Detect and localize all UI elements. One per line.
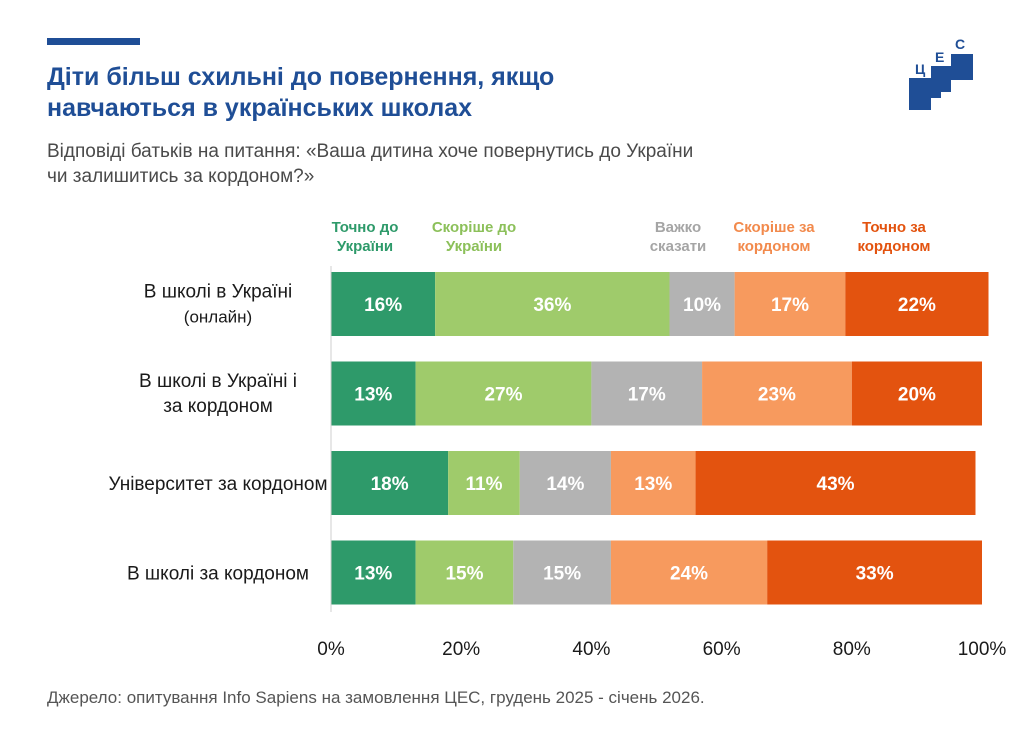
bar-segment bbox=[519, 451, 611, 515]
title-line-2: навчаються в українських школах bbox=[47, 94, 473, 122]
data-label: 13% bbox=[634, 474, 672, 495]
category-label-line: В школі в Україні bbox=[144, 282, 292, 303]
bar-segment bbox=[415, 361, 592, 426]
legend-item-line: Точно до bbox=[332, 219, 399, 236]
category-label-line: (онлайн) bbox=[184, 308, 252, 327]
bar-segment bbox=[669, 272, 735, 336]
legend-item-line: Скоріше до bbox=[432, 219, 516, 236]
title-line-1: Діти більш схильні до повернення, якщо bbox=[47, 63, 555, 91]
logo-letter: С bbox=[955, 36, 965, 52]
bar-segment bbox=[415, 540, 514, 605]
data-label: 14% bbox=[546, 474, 584, 495]
legend-item-line: Важко bbox=[655, 219, 701, 236]
category-label: В школі за кордоном bbox=[127, 564, 309, 585]
ces-logo: Ц Е С bbox=[909, 36, 973, 110]
data-label: 18% bbox=[371, 474, 409, 495]
source-note: Джерело: опитування Info Sapiens на замо… bbox=[47, 688, 705, 707]
logo-letter: Е bbox=[935, 49, 944, 65]
bar-segment bbox=[610, 451, 696, 515]
data-label: 27% bbox=[484, 385, 522, 406]
category-label: В школі в Україні і за кордоном bbox=[139, 371, 297, 417]
subtitle-line-1: Відповіді батьків на питання: «Ваша дити… bbox=[47, 141, 694, 162]
logo-letter: Ц bbox=[915, 61, 926, 77]
accent-bar bbox=[47, 38, 140, 45]
legend-item-line: Точно за bbox=[862, 219, 926, 236]
data-label: 36% bbox=[533, 295, 571, 316]
bar-segment bbox=[845, 272, 989, 336]
data-label: 24% bbox=[670, 564, 708, 585]
bar-segment bbox=[448, 451, 520, 515]
bar-segment bbox=[331, 361, 416, 426]
data-label: 22% bbox=[898, 295, 936, 316]
legend-item-line: Скоріше за bbox=[733, 219, 815, 236]
x-tick-label: 60% bbox=[703, 639, 741, 660]
data-label: 23% bbox=[758, 385, 796, 406]
category-label-line: за кордоном bbox=[163, 396, 273, 417]
bar-segment bbox=[702, 361, 852, 426]
data-label: 11% bbox=[465, 474, 502, 495]
bar-segment bbox=[591, 361, 703, 426]
legend-item: Точно за кордоном bbox=[857, 219, 930, 255]
bar-segment bbox=[610, 540, 768, 605]
x-tick-label: 0% bbox=[317, 639, 345, 660]
bar-segment bbox=[767, 540, 982, 605]
category-label-line: В школі в Україні і bbox=[139, 371, 297, 392]
legend-item: Точно до України bbox=[332, 219, 399, 255]
x-tick-label: 40% bbox=[572, 639, 610, 660]
legend-item: Скоріше за кордоном bbox=[733, 219, 815, 255]
data-label: 17% bbox=[628, 385, 666, 406]
legend-item-line: України bbox=[337, 238, 393, 255]
data-label: 10% bbox=[683, 295, 721, 316]
data-label: 17% bbox=[771, 295, 809, 316]
bar-segment bbox=[435, 272, 670, 336]
bar-segment bbox=[734, 272, 846, 336]
stacked-bar-chart: 16% 36% 10% 17% 22% В школі в Україні (онлайн)… bbox=[108, 219, 1007, 660]
x-tick-label: 20% bbox=[442, 639, 480, 660]
data-label: 13% bbox=[354, 385, 392, 406]
chart-title: Діти більш схильні до повернення, якщо н… bbox=[47, 62, 807, 124]
data-label: 15% bbox=[445, 564, 483, 585]
legend-item-line: кордоном bbox=[857, 238, 930, 255]
legend-item-line: кордоном bbox=[737, 238, 810, 255]
bar-segment bbox=[331, 272, 436, 336]
bar-segment bbox=[695, 451, 976, 515]
x-tick-label: 100% bbox=[958, 639, 1007, 660]
legend-item: Скоріше до України bbox=[432, 219, 516, 255]
data-label: 20% bbox=[898, 385, 936, 406]
bar-segment bbox=[513, 540, 611, 605]
data-label: 15% bbox=[543, 564, 581, 585]
legend-item-line: сказати bbox=[650, 238, 707, 255]
legend-item-line: України bbox=[446, 238, 502, 255]
data-label: 16% bbox=[364, 295, 402, 316]
data-label: 43% bbox=[817, 474, 855, 495]
category-label: В школі в Україні (онлайн) bbox=[144, 282, 292, 327]
data-label: 33% bbox=[856, 564, 894, 585]
bar-segment bbox=[331, 451, 449, 515]
bar-segment bbox=[331, 540, 416, 605]
bar-segment bbox=[851, 361, 982, 426]
subtitle-line-2: чи залишитись за кордоном?» bbox=[47, 166, 315, 187]
chart-subtitle: Відповіді батьків на питання: «Ваша дити… bbox=[47, 139, 877, 189]
category-label: Університет за кордоном bbox=[108, 474, 327, 495]
x-tick-label: 80% bbox=[833, 639, 871, 660]
data-label: 13% bbox=[354, 564, 392, 585]
legend-item: Важко сказати bbox=[650, 219, 707, 255]
